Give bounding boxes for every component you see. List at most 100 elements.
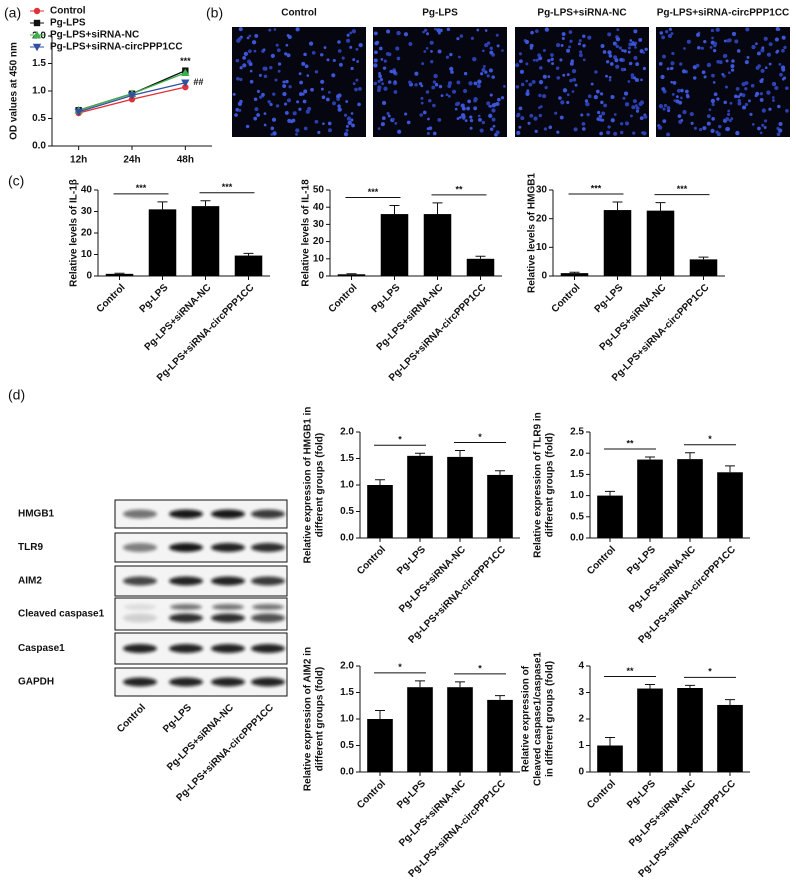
cell: [337, 49, 342, 53]
cell: [712, 81, 716, 84]
cell: [337, 40, 341, 44]
cell: [258, 73, 262, 77]
y-axis-label: in different groups (fold): [545, 661, 556, 777]
cell: [520, 82, 525, 87]
band: [212, 604, 244, 610]
error-bar: [612, 201, 623, 211]
cell: [432, 103, 436, 108]
cell: [779, 72, 783, 77]
cell: [555, 66, 560, 70]
y-tick-label: 0.0: [340, 533, 354, 544]
cell: [597, 110, 601, 115]
cell: [662, 107, 666, 111]
cell: [377, 88, 381, 93]
cell: [568, 30, 573, 34]
band: [123, 543, 157, 552]
cell: [608, 78, 612, 82]
cell: [566, 48, 571, 53]
cell: [519, 69, 525, 74]
cell: [237, 101, 243, 107]
cell: [709, 45, 713, 49]
cell: [347, 120, 352, 125]
cell: [337, 93, 342, 98]
cell: [560, 44, 564, 47]
cell: [473, 106, 478, 111]
cell: [476, 83, 481, 89]
annotation: *: [478, 663, 482, 673]
cell: [460, 103, 465, 108]
cell: [778, 121, 783, 127]
cell: [764, 119, 768, 123]
cell: [456, 37, 460, 41]
cell: [618, 46, 622, 50]
cell: [414, 71, 419, 76]
cell: [527, 121, 531, 125]
cell: [261, 92, 265, 97]
cell: [744, 81, 748, 85]
cell: [531, 79, 536, 84]
cell: [554, 111, 558, 115]
cell: [299, 80, 304, 85]
annotation: *: [708, 667, 712, 677]
bar: [105, 273, 134, 276]
cell: [708, 108, 712, 112]
cell: [710, 28, 715, 33]
cell: [757, 126, 761, 131]
cell: [420, 101, 424, 105]
cell: [685, 93, 690, 97]
cell: [438, 84, 443, 89]
legend-label: Control: [50, 6, 86, 17]
annotation: **: [626, 438, 634, 448]
cell: [607, 50, 612, 55]
cell: [317, 130, 321, 135]
cell: [478, 117, 482, 122]
protein-label: TLR9: [18, 542, 43, 553]
cell: [609, 62, 614, 66]
cell: [431, 85, 436, 90]
cell: [615, 44, 619, 49]
cell: [711, 102, 715, 107]
cell: [731, 59, 735, 63]
y-tick-label: 50: [313, 185, 325, 196]
cell: [408, 41, 413, 46]
cell: [358, 87, 362, 91]
y-tick-label: 0: [578, 767, 584, 778]
cell: [249, 79, 254, 84]
cell: [569, 78, 573, 83]
cell: [607, 32, 612, 37]
cell: [776, 132, 781, 137]
cell: [392, 69, 397, 74]
y-axis-label: OD values at 450 nm: [9, 42, 20, 140]
cell: [251, 40, 257, 45]
cell: [445, 55, 450, 59]
cell: [737, 98, 741, 103]
cell: [735, 130, 740, 136]
cell: [601, 111, 606, 116]
cell: [374, 50, 378, 55]
cell: [272, 131, 277, 136]
cell: [778, 63, 782, 66]
cell: [670, 32, 674, 36]
cell: [629, 39, 633, 42]
panel-label: (b): [206, 5, 223, 21]
cell: [749, 112, 753, 116]
cell: [481, 49, 485, 53]
cell: [427, 117, 430, 121]
cell: [751, 122, 755, 126]
band: [211, 543, 245, 552]
band: [123, 644, 157, 653]
error-bar: [415, 680, 425, 688]
cell: [551, 62, 555, 66]
cell: [750, 83, 755, 88]
cell: [459, 34, 464, 38]
band: [169, 576, 203, 586]
cell: [671, 92, 675, 96]
cell: [538, 106, 541, 110]
cell: [262, 48, 266, 52]
y-tick-label: 1: [578, 740, 584, 751]
cell: [550, 57, 554, 61]
cell: [469, 118, 474, 123]
cell: [781, 48, 785, 53]
annotation: ***: [591, 183, 602, 193]
cell: [582, 58, 586, 62]
